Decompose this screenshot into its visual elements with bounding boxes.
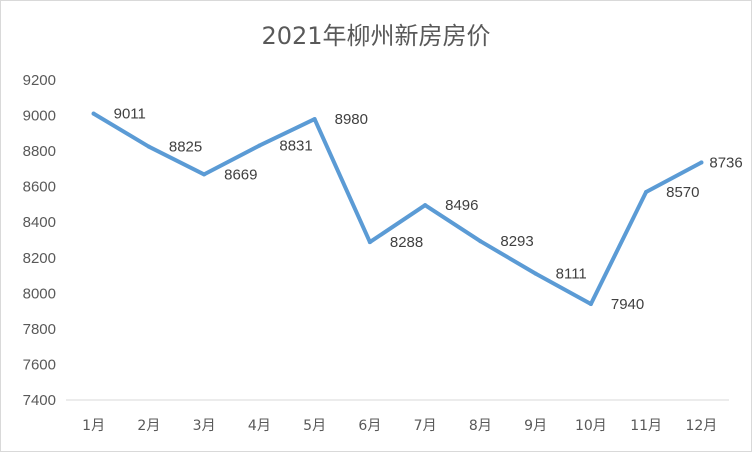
x-tick-label: 11月 [630,418,662,434]
y-tick-label: 7400 [23,392,56,409]
data-point [257,143,262,148]
data-label: 8111 [556,266,587,283]
data-label: 8831 [279,138,312,155]
data-label: 8736 [709,154,742,171]
x-tick-label: 6月 [358,418,381,434]
data-point [202,172,207,177]
data-point [478,239,483,244]
data-label: 8293 [500,233,533,250]
x-tick-label: 5月 [303,418,326,434]
data-point [699,160,704,165]
x-tick-label: 2月 [137,418,160,434]
chart-title: 2021年柳州新房房价 [261,22,491,50]
data-label: 7940 [611,296,644,313]
data-point [644,190,649,194]
data-label: 8825 [169,139,202,156]
x-tick-label: 12月 [685,418,717,434]
data-point [533,271,538,276]
x-tick-label: 7月 [414,418,437,434]
x-tick-label: 1月 [82,418,105,434]
data-point [312,117,317,122]
y-tick-label: 8000 [23,285,56,302]
data-label: 8669 [224,166,257,183]
x-tick-label: 4月 [248,418,271,434]
data-point [367,240,372,245]
y-tick-label: 8600 [23,179,56,196]
y-tick-label: 9200 [23,72,56,89]
data-label: 8570 [666,184,699,201]
y-tick-label: 7600 [23,356,56,373]
x-tick-label: 9月 [524,418,547,434]
data-point [91,111,96,116]
x-tick-label: 8月 [469,418,492,434]
data-label: 9011 [114,106,146,123]
data-point [146,144,151,149]
y-tick-label: 7800 [23,321,56,338]
x-tick-label: 3月 [193,418,216,434]
y-tick-label: 8200 [23,250,56,267]
series-line [91,111,704,306]
x-tick-label: 10月 [575,418,607,434]
data-label: 8980 [335,111,368,128]
y-tick-label: 8400 [23,214,56,231]
data-label: 8496 [445,197,478,214]
data-point [423,203,428,208]
data-point [588,302,593,306]
y-tick-label: 9000 [23,108,56,125]
y-tick-label: 8800 [23,143,56,160]
data-label: 8288 [390,234,423,251]
